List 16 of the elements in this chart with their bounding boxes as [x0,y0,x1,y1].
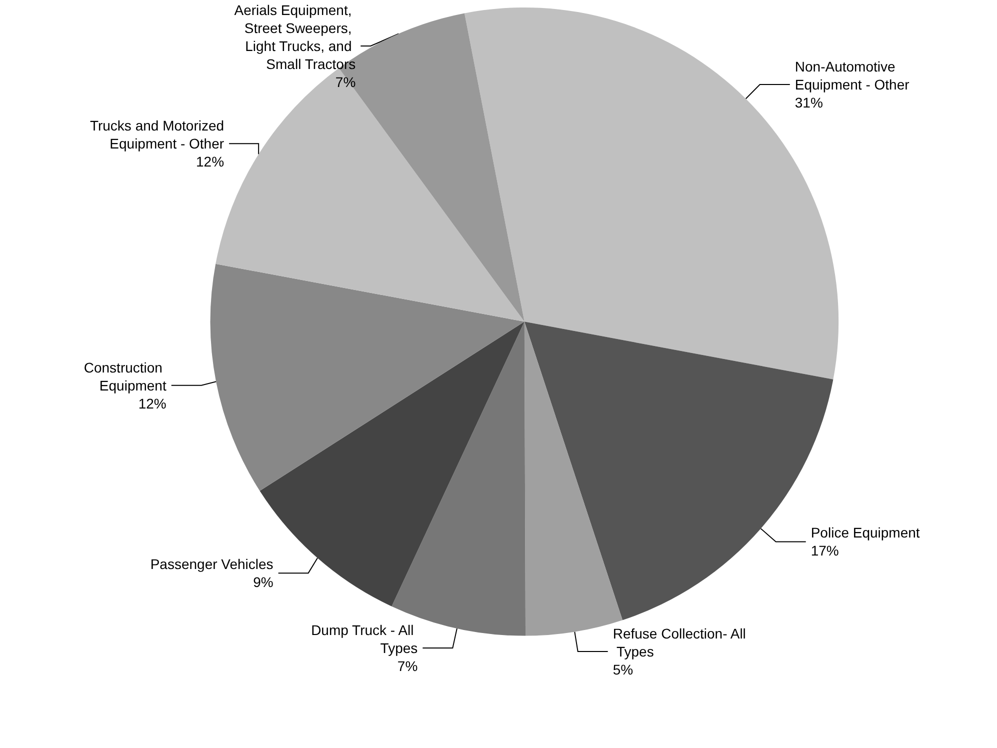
slice-label: Refuse Collection- All Types [612,626,746,660]
slice-label: Police Equipment [810,524,920,541]
slice-label: Non-Automotive Equipment - Other [794,58,910,93]
slice-label: Trucks and Motorized Equipment - Other [90,118,224,152]
data-label: 9% [253,574,274,590]
slice-label: Construction Equipment [84,359,166,394]
data-label: 5% [612,662,634,678]
data-label: 17% [810,542,839,559]
data-label: 12% [196,154,224,170]
data-label: 7% [397,658,418,674]
data-label: 7% [335,74,356,90]
slice-label: Aerials Equipment, Street Sweepers, Light Trucks, and Small Tractors [234,2,356,72]
slice-label: Dump Truck - All Types [311,622,418,656]
slice-label: Passenger Vehicles [150,556,274,572]
data-label: 12% [138,395,166,412]
data-label: 31% [794,94,823,111]
